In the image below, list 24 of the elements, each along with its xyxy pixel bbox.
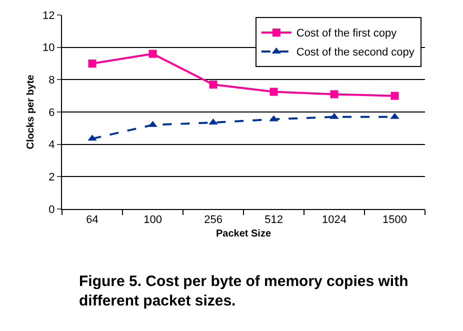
legend-label: Cost of the first copy bbox=[296, 28, 398, 40]
y-tick-label: 8 bbox=[48, 74, 55, 87]
y-tick-label: 6 bbox=[48, 106, 55, 119]
x-tick-label: 1024 bbox=[322, 214, 346, 226]
x-tick-label: 100 bbox=[144, 214, 162, 226]
legend-label: Cost of the second copy bbox=[296, 46, 415, 59]
y-axis-title: Clocks per byte bbox=[26, 74, 37, 150]
y-tick-label: 2 bbox=[48, 172, 55, 184]
point bbox=[88, 60, 96, 68]
x-tick-label: 512 bbox=[264, 214, 283, 226]
point bbox=[270, 88, 278, 96]
x-tick-label: 1500 bbox=[382, 214, 407, 226]
y-tick-label: 4 bbox=[48, 139, 55, 152]
y-tick-label: 10 bbox=[42, 42, 55, 54]
y-tick-label: 12 bbox=[42, 10, 55, 22]
caption: Figure 5. Cost per byte of memory copies with different packet sizes. bbox=[79, 273, 408, 310]
point bbox=[209, 80, 218, 89]
point bbox=[390, 92, 399, 100]
x-axis-title: Packet Size bbox=[216, 228, 272, 240]
point bbox=[330, 90, 338, 98]
x-tick-label: 256 bbox=[204, 214, 222, 226]
y-tick-label: 0 bbox=[48, 204, 55, 216]
x-tick-label: 64 bbox=[86, 214, 98, 226]
point bbox=[148, 50, 157, 58]
